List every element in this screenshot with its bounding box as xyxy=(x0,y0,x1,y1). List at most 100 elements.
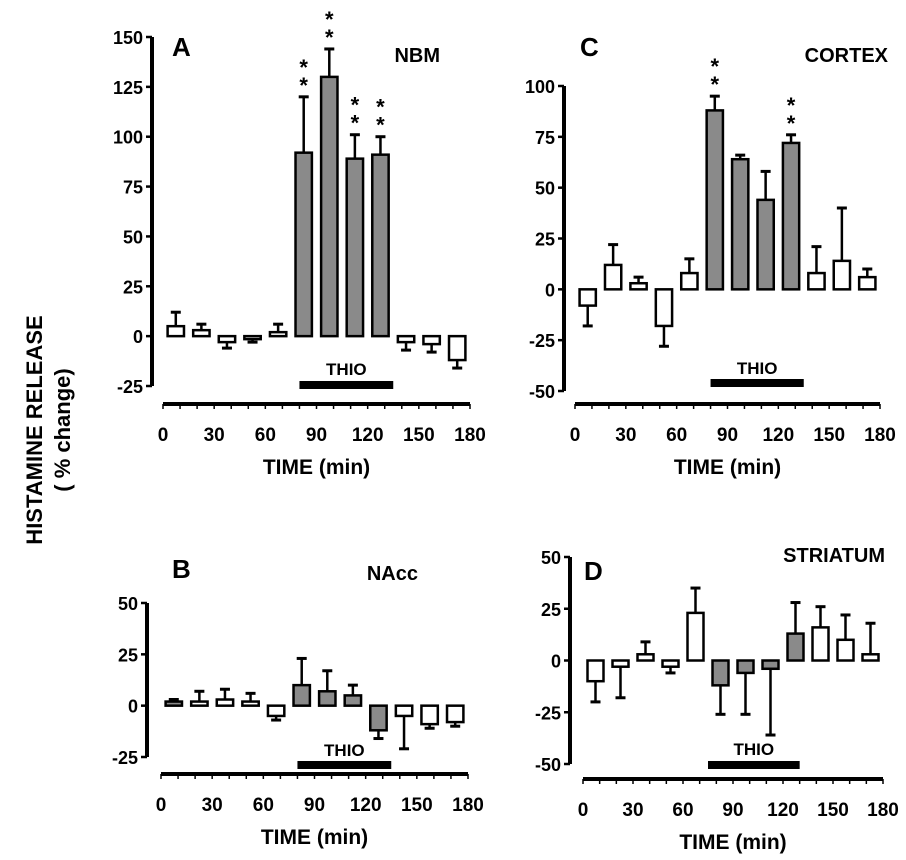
significance-stars: * xyxy=(376,95,385,120)
bar-control xyxy=(578,288,598,307)
significance-stars: * xyxy=(299,73,308,98)
treatment-bar xyxy=(299,381,394,389)
x-axis-label: TIME (min) xyxy=(261,826,368,849)
panel-title: CORTEX xyxy=(805,45,889,67)
panel-letter: A xyxy=(172,32,191,62)
significance-stars: * xyxy=(325,7,334,32)
y-tick-label: 150 xyxy=(113,28,143,48)
bar-treated xyxy=(730,157,750,291)
bar-control xyxy=(420,704,440,726)
significance-stars: * xyxy=(325,25,334,50)
significance-stars: * xyxy=(711,72,720,97)
bar-treated xyxy=(736,659,755,675)
bar-control xyxy=(266,704,286,718)
x-tick-label: 120 xyxy=(767,800,799,821)
x-tick-label: 0 xyxy=(156,795,167,816)
bar-control xyxy=(836,638,855,662)
y-axis-label-units: ( % change) xyxy=(50,368,75,491)
y-tick-label: 75 xyxy=(535,128,555,148)
bar-control xyxy=(629,281,648,291)
bar-control xyxy=(811,626,830,662)
x-tick-label: 30 xyxy=(615,425,636,446)
x-tick-label: 150 xyxy=(817,800,849,821)
panel-c: C CORTEX -50 -25 0 25 50 75 100 0 30 60 90 120 150 180 T… xyxy=(525,32,896,479)
bar-control xyxy=(586,659,605,683)
significance-stars: * xyxy=(299,55,308,80)
bar-control xyxy=(679,271,699,291)
bar-control xyxy=(611,659,630,668)
y-tick-label: 50 xyxy=(123,227,143,247)
significance-stars: * xyxy=(351,111,360,136)
bar-treated xyxy=(705,109,725,291)
significance-stars: * xyxy=(376,113,385,138)
bar-control xyxy=(166,324,186,338)
panel-title: NAcc xyxy=(367,563,418,585)
y-tick-label: 100 xyxy=(525,77,555,97)
y-tick-label: -25 xyxy=(117,377,143,397)
y-tick-label: 25 xyxy=(123,277,143,297)
y-tick-label: 0 xyxy=(551,652,561,672)
bar-control xyxy=(447,334,467,362)
panel-letter: C xyxy=(580,32,599,62)
x-tick-label: 0 xyxy=(570,425,581,446)
y-tick-label: 75 xyxy=(123,178,143,198)
bar-control xyxy=(661,659,680,668)
panel-a: A NBM -25 0 25 50 75 100 125 150 0 30 60 90 120 150 180 T… xyxy=(113,7,486,479)
y-tick-label: 50 xyxy=(541,548,561,568)
x-tick-label: 60 xyxy=(666,425,687,446)
bar-control xyxy=(422,334,442,346)
x-tick-label: 180 xyxy=(454,425,486,446)
x-tick-label: 90 xyxy=(722,800,743,821)
bar-control xyxy=(807,271,826,291)
y-tick-label: -50 xyxy=(535,755,561,775)
x-tick-label: 180 xyxy=(864,425,896,446)
panel-letter: B xyxy=(172,554,191,584)
bar-control xyxy=(191,328,211,338)
significance-stars: * xyxy=(787,93,796,118)
x-tick-label: 90 xyxy=(306,425,327,446)
y-tick-label: 0 xyxy=(545,280,555,300)
x-tick-label: 60 xyxy=(255,425,276,446)
bar-treated xyxy=(781,141,801,291)
bar-control xyxy=(396,334,416,344)
y-tick-label: 125 xyxy=(113,78,143,98)
bar-control xyxy=(241,700,260,707)
x-tick-label: 0 xyxy=(158,425,169,446)
x-axis-label: TIME (min) xyxy=(679,831,786,854)
y-tick-label: -25 xyxy=(535,703,561,723)
panel-d: D STRIATUM -50 -25 0 25 50 0 30 60 90 120 150 180 TIME… xyxy=(535,545,899,854)
panel-title: NBM xyxy=(394,45,440,67)
x-tick-label: 90 xyxy=(304,795,325,816)
bar-treated xyxy=(317,690,337,707)
x-tick-label: 30 xyxy=(202,795,223,816)
y-tick-label: 0 xyxy=(128,697,138,717)
bar-control xyxy=(603,263,623,291)
y-tick-label: 25 xyxy=(118,645,138,665)
panel-letter: D xyxy=(584,556,603,586)
treatment-bar xyxy=(297,761,392,769)
x-tick-label: 180 xyxy=(867,800,899,821)
bar-control xyxy=(445,704,465,724)
treatment-label: THIO xyxy=(326,360,367,379)
x-tick-label: 150 xyxy=(403,425,435,446)
x-tick-label: 30 xyxy=(622,800,643,821)
treatment-bar xyxy=(710,379,804,387)
bar-treated xyxy=(786,632,805,662)
bar-control xyxy=(832,259,852,291)
x-tick-label: 120 xyxy=(350,795,382,816)
y-tick-label: 100 xyxy=(113,128,143,148)
bar-control xyxy=(217,334,237,344)
bar-control xyxy=(394,704,414,718)
x-tick-label: 30 xyxy=(204,425,225,446)
x-tick-label: 150 xyxy=(813,425,845,446)
significance-stars: * xyxy=(351,93,360,118)
panel-b: B NAcc -25 0 25 50 0 30 60 90 120 150 180 TIME (min) T… xyxy=(112,554,484,849)
y-tick-label: 50 xyxy=(535,179,555,199)
y-tick-label: -50 xyxy=(529,382,555,402)
bar-control xyxy=(268,330,288,338)
x-tick-label: 150 xyxy=(401,795,433,816)
bar-treated xyxy=(369,704,388,732)
bar-control xyxy=(215,698,235,707)
panel-title: STRIATUM xyxy=(783,545,885,567)
